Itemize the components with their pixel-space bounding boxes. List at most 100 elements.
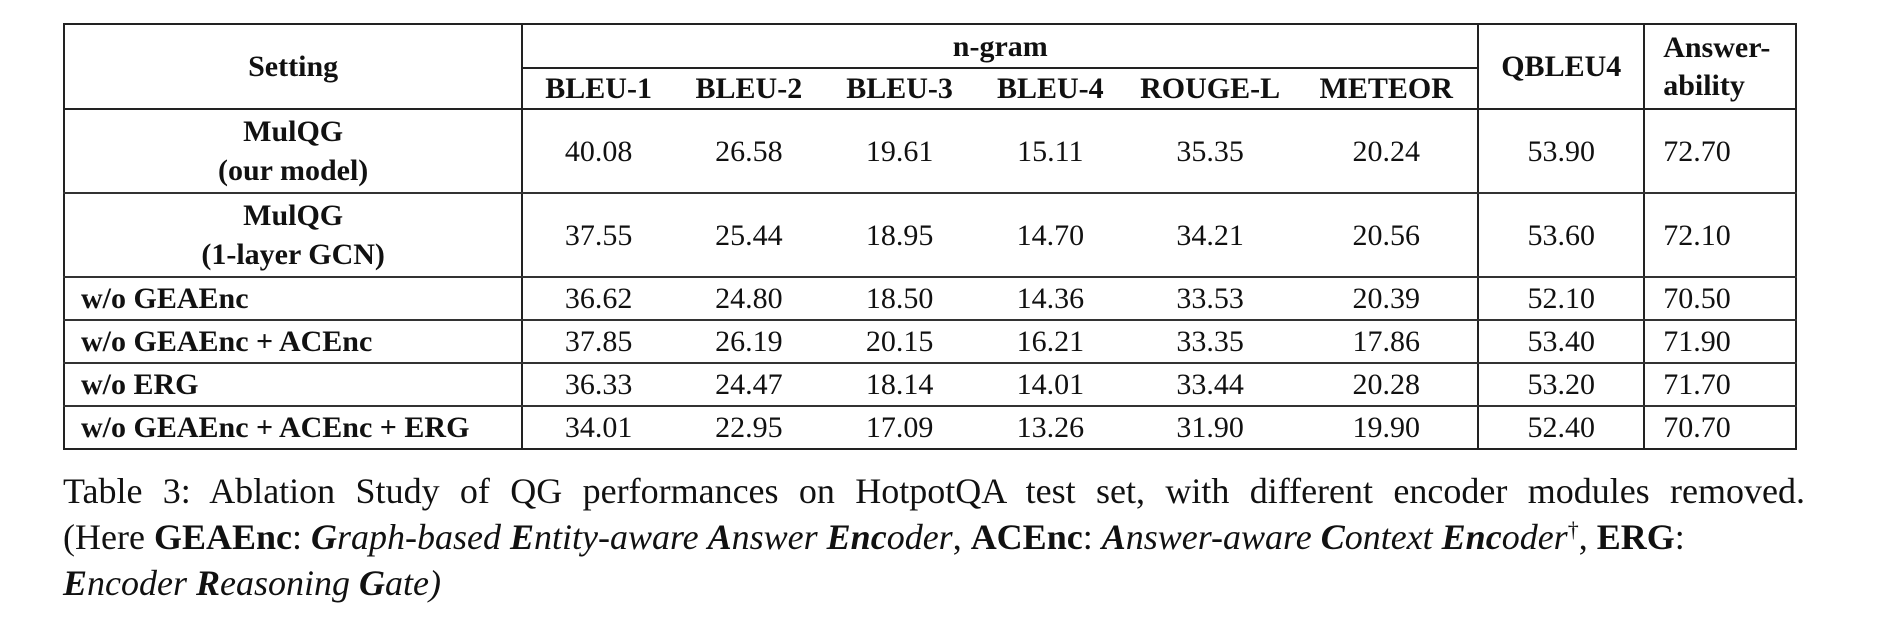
- value-cell: 37.55: [522, 193, 674, 278]
- caption-term-erg: ERG: [1596, 517, 1675, 557]
- setting-header: Setting: [62, 23, 524, 110]
- table-row: w/o ERG 36.33 24.47 18.14 14.01 33.44 20…: [62, 363, 1797, 407]
- metric-header: BLEU-3: [823, 68, 976, 110]
- caption-initial: Enc: [1441, 517, 1502, 557]
- qbleu-header: QBLEU4: [1477, 23, 1645, 110]
- value-cell: 37.85: [522, 320, 674, 364]
- table-row: w/o GEAEnc + ACEnc 37.85 26.19 20.15 16.…: [62, 320, 1797, 364]
- table-caption: Table 3: Ablation Study of QG performanc…: [63, 468, 1805, 606]
- value-cell: 20.39: [1295, 277, 1479, 321]
- setting-cell: w/o ERG: [62, 363, 524, 407]
- value-cell: 20.24: [1295, 109, 1479, 194]
- setting-cell: w/o GEAEnc + ACEnc: [62, 320, 524, 364]
- caption-initial: R: [195, 563, 220, 603]
- value-cell: 31.90: [1125, 406, 1296, 450]
- caption-text: (Here: [63, 517, 154, 557]
- ablation-results-table: Setting n-gram QBLEU4 Answer- ability BL…: [62, 23, 1797, 450]
- value-cell: 35.35: [1125, 109, 1296, 194]
- caption-text: :: [1082, 517, 1102, 557]
- value-cell: 26.58: [674, 109, 824, 194]
- value-cell: 19.61: [823, 109, 976, 194]
- table-row: w/o GEAEnc + ACEnc + ERG 34.01 22.95 17.…: [62, 406, 1797, 450]
- value-cell: 34.01: [522, 406, 674, 450]
- answerability-header-line2: ability: [1663, 68, 1745, 102]
- metric-header: BLEU-2: [674, 68, 824, 110]
- value-cell: 52.40: [1477, 406, 1645, 450]
- header-row-2: BLEU-1 BLEU-2 BLEU-3 BLEU-4 ROUGE-L METE…: [64, 68, 1796, 110]
- caption-line-2: (Here GEAEnc: Graph-based Entity-aware A…: [63, 517, 1685, 557]
- caption-text: ,: [1578, 517, 1597, 557]
- value-cell: 25.44: [674, 193, 824, 278]
- caption-text: ontext: [1344, 517, 1442, 557]
- value-cell: 17.09: [823, 406, 976, 450]
- setting-name: MulQG: [243, 115, 344, 148]
- value-cell: 53.60: [1477, 193, 1645, 278]
- value-cell: 34.21: [1125, 193, 1296, 278]
- caption-text: nswer: [731, 517, 827, 557]
- dagger-footnote-mark: †: [1567, 517, 1579, 542]
- setting-cell: MulQG (1-layer GCN): [62, 193, 524, 278]
- caption-initial: E: [509, 517, 534, 557]
- value-cell: 33.53: [1125, 277, 1296, 321]
- value-cell: 72.10: [1643, 193, 1797, 278]
- value-cell: 71.70: [1643, 363, 1797, 407]
- value-cell: 53.20: [1477, 363, 1645, 407]
- value-cell: 19.90: [1295, 406, 1479, 450]
- caption-initial: G: [310, 517, 337, 557]
- value-cell: 17.86: [1295, 320, 1479, 364]
- caption-initial: Enc: [826, 517, 887, 557]
- value-cell: 13.26: [975, 406, 1126, 450]
- header-row-1: Setting n-gram QBLEU4 Answer- ability: [62, 23, 1797, 110]
- caption-text: easoning: [220, 563, 359, 603]
- caption-text: nswer-aware: [1125, 517, 1321, 557]
- value-cell: 20.15: [823, 320, 976, 364]
- caption-initial: E: [63, 563, 88, 603]
- value-cell: 14.36: [975, 277, 1126, 321]
- caption-term-geaenc: GEAEnc: [153, 517, 292, 557]
- ngram-header: n-gram: [522, 23, 1479, 69]
- value-cell: 36.62: [522, 277, 674, 321]
- value-cell: 33.35: [1125, 320, 1296, 364]
- caption-text: ,: [952, 517, 971, 557]
- caption-text: raph-based: [336, 517, 510, 557]
- metric-header: BLEU-1: [522, 68, 674, 110]
- value-cell: 53.90: [1477, 109, 1645, 194]
- setting-cell: MulQG (our model): [62, 109, 524, 194]
- value-cell: 70.50: [1643, 277, 1797, 321]
- caption-initial: C: [1320, 517, 1345, 557]
- setting-cell: w/o GEAEnc: [62, 277, 524, 321]
- value-cell: 24.47: [674, 363, 824, 407]
- value-cell: 52.10: [1477, 277, 1645, 321]
- value-cell: 33.44: [1125, 363, 1296, 407]
- table-row: MulQG (1-layer GCN) 37.55 25.44 18.95 14…: [62, 193, 1797, 278]
- metric-header: METEOR: [1295, 68, 1479, 110]
- value-cell: 22.95: [674, 406, 824, 450]
- caption-text: :: [291, 517, 311, 557]
- value-cell: 26.19: [674, 320, 824, 364]
- setting-cell: w/o GEAEnc + ACEnc + ERG: [62, 406, 524, 450]
- value-cell: 24.80: [674, 277, 824, 321]
- value-cell: 18.95: [823, 193, 976, 278]
- caption-line-3: Encoder Reasoning Gate): [63, 563, 441, 603]
- caption-initial: A: [1101, 517, 1126, 557]
- caption-initial: G: [359, 563, 385, 603]
- value-cell: 20.56: [1295, 193, 1479, 278]
- results-table-container: Setting n-gram QBLEU4 Answer- ability BL…: [62, 23, 1797, 450]
- setting-note: (our model): [218, 154, 369, 187]
- value-cell: 72.70: [1643, 109, 1797, 194]
- value-cell: 18.50: [823, 277, 976, 321]
- caption-text: ate): [385, 563, 441, 603]
- caption-text: ncoder: [87, 563, 196, 603]
- caption-text: :: [1674, 517, 1685, 557]
- value-cell: 15.11: [975, 109, 1126, 194]
- value-cell: 71.90: [1643, 320, 1797, 364]
- value-cell: 18.14: [823, 363, 976, 407]
- value-cell: 14.01: [975, 363, 1126, 407]
- caption-term-acenc: ACEnc: [970, 517, 1083, 557]
- caption-text: ntity-aware: [534, 517, 708, 557]
- metric-header: BLEU-4: [975, 68, 1126, 110]
- caption-line-1: Table 3: Ablation Study of QG performanc…: [63, 471, 1805, 511]
- value-cell: 20.28: [1295, 363, 1479, 407]
- answerability-header-line1: Answer-: [1663, 30, 1771, 64]
- value-cell: 14.70: [975, 193, 1126, 278]
